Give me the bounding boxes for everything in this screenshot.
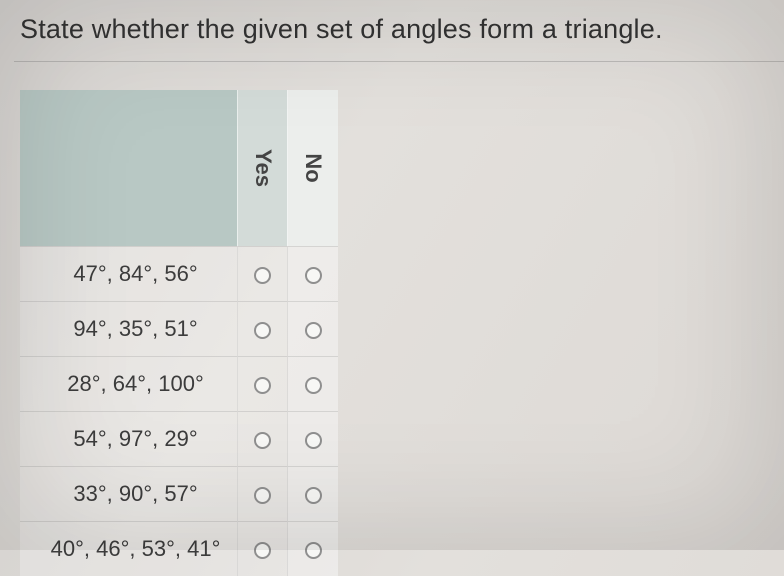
- row-label: 94°, 35°, 51°: [20, 301, 238, 356]
- question-text: State whether the given set of angles fo…: [14, 14, 784, 61]
- cell-yes: [238, 356, 288, 411]
- radio-yes[interactable]: [254, 542, 271, 559]
- radio-no[interactable]: [305, 322, 322, 339]
- row-label: 54°, 97°, 29°: [20, 411, 238, 466]
- header-yes: Yes: [238, 90, 288, 246]
- header-no-label: No: [300, 153, 326, 182]
- cell-no: [288, 356, 338, 411]
- cell-no: [288, 411, 338, 466]
- table-row: 94°, 35°, 51°: [20, 301, 338, 356]
- radio-yes[interactable]: [254, 267, 271, 284]
- cell-no: [288, 301, 338, 356]
- cell-yes: [238, 246, 288, 301]
- header-no: No: [288, 90, 338, 246]
- row-label: 28°, 64°, 100°: [20, 356, 238, 411]
- cell-yes: [238, 521, 288, 576]
- radio-yes[interactable]: [254, 487, 271, 504]
- angles-table: Yes No 47°, 84°, 56° 94°, 35°, 51° 28°, …: [20, 90, 338, 576]
- header-yes-label: Yes: [250, 149, 276, 187]
- radio-no[interactable]: [305, 432, 322, 449]
- cell-no: [288, 246, 338, 301]
- table-row: 47°, 84°, 56°: [20, 246, 338, 301]
- radio-yes[interactable]: [254, 322, 271, 339]
- worksheet-page: State whether the given set of angles fo…: [0, 0, 784, 550]
- radio-no[interactable]: [305, 487, 322, 504]
- divider: [14, 61, 784, 62]
- radio-yes[interactable]: [254, 432, 271, 449]
- cell-yes: [238, 301, 288, 356]
- radio-no[interactable]: [305, 377, 322, 394]
- row-label: 47°, 84°, 56°: [20, 246, 238, 301]
- radio-no[interactable]: [305, 267, 322, 284]
- cell-yes: [238, 466, 288, 521]
- cell-no: [288, 466, 338, 521]
- header-blank: [20, 90, 238, 246]
- row-label: 33°, 90°, 57°: [20, 466, 238, 521]
- table-row: 33°, 90°, 57°: [20, 466, 338, 521]
- table-row: 40°, 46°, 53°, 41°: [20, 521, 338, 576]
- row-label: 40°, 46°, 53°, 41°: [20, 521, 238, 576]
- table-body: 47°, 84°, 56° 94°, 35°, 51° 28°, 64°, 10…: [20, 246, 338, 576]
- cell-no: [288, 521, 338, 576]
- radio-yes[interactable]: [254, 377, 271, 394]
- table-row: 54°, 97°, 29°: [20, 411, 338, 466]
- radio-no[interactable]: [305, 542, 322, 559]
- table-header-row: Yes No: [20, 90, 338, 246]
- table-row: 28°, 64°, 100°: [20, 356, 338, 411]
- cell-yes: [238, 411, 288, 466]
